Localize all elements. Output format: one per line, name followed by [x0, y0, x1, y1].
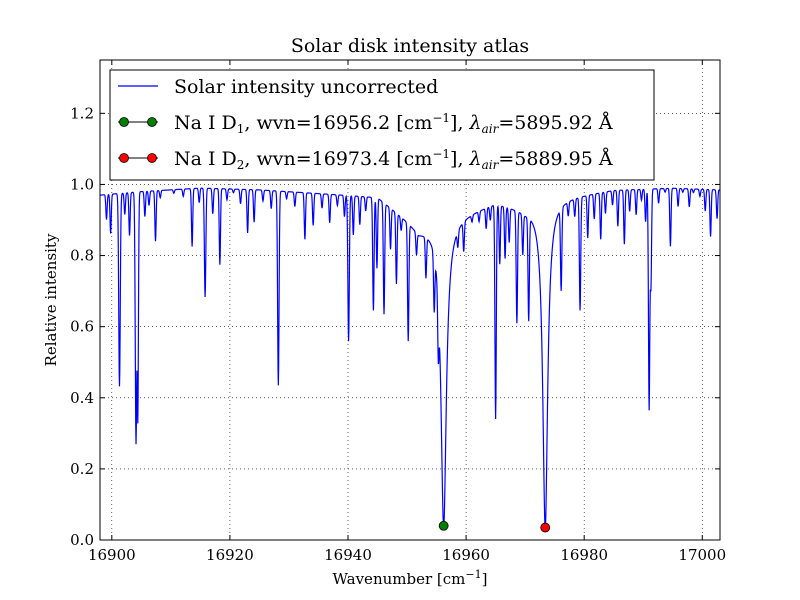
x-tick-label: 16960: [442, 546, 490, 564]
na-d2-marker: [540, 522, 551, 533]
legend-d2-marker: [119, 153, 129, 163]
na-d1-marker: [438, 520, 449, 531]
legend-d1-marker: [119, 117, 129, 127]
legend-d2-prefix: Na I D: [174, 148, 237, 170]
chart-title: Solar disk intensity atlas: [291, 35, 529, 57]
x-tick-label: 16940: [324, 546, 372, 564]
legend-d1-mid2: ],: [450, 112, 470, 134]
y-tick-label: 0.4: [70, 389, 94, 407]
x-axis-title: Wavenumber [cm−1]: [333, 568, 488, 588]
data-layer: [99, 187, 721, 533]
x-tick-label: 16980: [560, 546, 608, 564]
y-tick-label: 0.6: [70, 318, 94, 336]
legend-item-na-d2: Na I D2, wvn=16973.4 [cm−1], λair=5889.9…: [174, 147, 613, 172]
y-tick-label: 0.0: [70, 531, 94, 549]
y-tick-label: 0.2: [70, 460, 94, 478]
x-axis-title-end: ]: [482, 570, 488, 588]
legend-d2-lambda: λ: [469, 148, 482, 170]
legend-d1-marker: [147, 117, 157, 127]
y-axis-title: Relative intensity: [42, 233, 60, 366]
legend: Solar intensity uncorrected Na I D1, wvn…: [109, 69, 655, 181]
series-line-intensity: [99, 187, 721, 529]
legend-d1-suffix: =5895.92 Å: [498, 112, 613, 134]
legend-d1-mid: , wvn=16956.2 [cm: [244, 112, 432, 134]
x-tick-label: 17000: [678, 546, 726, 564]
y-tick-label: 1.0: [70, 175, 94, 193]
y-tick-label: 1.2: [70, 104, 94, 122]
legend-item-intensity: Solar intensity uncorrected: [174, 76, 438, 98]
legend-d1-lambda-sub: air: [482, 122, 500, 136]
legend-d2-marker: [147, 153, 157, 163]
legend-d2-suffix: =5889.95 Å: [498, 148, 613, 170]
x-axis-title-sup: −1: [465, 568, 481, 581]
legend-item-na-d1: Na I D1, wvn=16956.2 [cm−1], λair=5895.9…: [174, 111, 613, 136]
legend-d1-prefix: Na I D: [174, 112, 237, 134]
x-tick-label: 16900: [88, 546, 136, 564]
legend-box: [109, 69, 655, 181]
legend-d2-sup: −1: [432, 147, 450, 161]
x-tick-label: 16920: [206, 546, 254, 564]
legend-d1-sub: 1: [237, 122, 245, 136]
legend-d1-sup: −1: [432, 111, 450, 125]
legend-d2-mid: , wvn=16973.4 [cm: [244, 148, 432, 170]
legend-d2-sub: 2: [237, 158, 245, 172]
axis-ticks: 16900 16920 16940 16960 16980 17000 0.0 0.2 0.4 0…: [70, 60, 726, 564]
plot-frame: [99, 59, 721, 541]
legend-d1-lambda: λ: [469, 112, 482, 134]
legend-d2-lambda-sub: air: [482, 158, 500, 172]
legend-d2-mid2: ],: [450, 148, 470, 170]
y-tick-label: 0.8: [70, 247, 94, 265]
x-axis-title-main: Wavenumber [cm: [333, 570, 466, 588]
